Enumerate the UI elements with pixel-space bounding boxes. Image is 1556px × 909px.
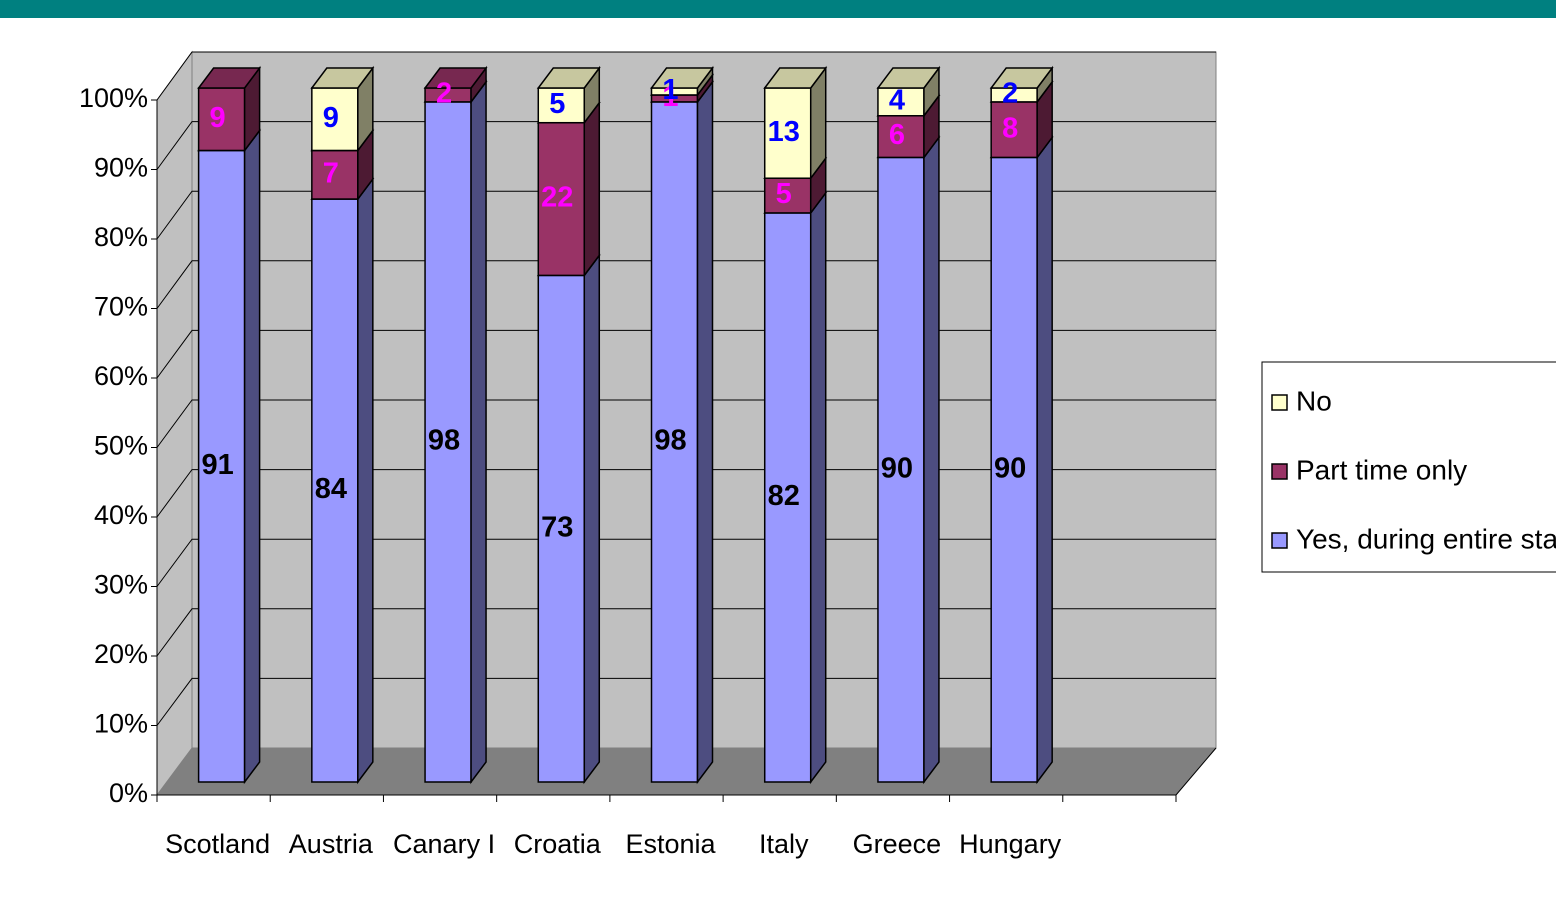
- bar-top: [310, 67, 375, 89]
- grid-line: [156, 190, 1216, 240]
- bar-segment: [537, 274, 586, 783]
- data-label: 1: [662, 81, 678, 113]
- bar-segment: [877, 87, 925, 117]
- bar-segment: [763, 177, 812, 214]
- legend-label: Yes, during entire stay: [1296, 523, 1556, 554]
- data-label: 82: [768, 480, 800, 512]
- data-label: 98: [654, 425, 686, 457]
- data-label: 6: [889, 119, 905, 151]
- legend-label: No: [1296, 385, 1332, 416]
- bar-top: [536, 67, 601, 89]
- data-label: 22: [541, 182, 573, 214]
- y-tick-label: 20%: [94, 639, 148, 669]
- data-label: 5: [549, 88, 565, 120]
- bar-side: [1036, 135, 1053, 785]
- grid-line: [156, 608, 1216, 657]
- y-tick-label: 100%: [79, 83, 148, 113]
- y-tick-label: 90%: [94, 153, 148, 183]
- y-tick-label: 30%: [94, 570, 148, 600]
- legend-swatch: [1271, 463, 1288, 480]
- bar-side: [357, 176, 374, 785]
- bar-top: [197, 67, 262, 89]
- bar-segment: [763, 87, 812, 179]
- x-tick-label: Estonia: [625, 829, 716, 859]
- bar-side: [809, 190, 827, 785]
- bar-segment: [877, 115, 925, 159]
- bar-segment: [537, 87, 586, 124]
- grid-line: [156, 399, 1216, 448]
- x-tick-label: Croatia: [514, 829, 602, 859]
- y-tick-label: 80%: [94, 222, 148, 252]
- bar-top: [989, 67, 1054, 89]
- x-tick-label: Italy: [759, 829, 809, 859]
- y-tick-label: 0%: [109, 778, 148, 808]
- header-bar: [0, 0, 1556, 18]
- bar-segment: [990, 101, 1038, 159]
- bar-side: [923, 135, 940, 785]
- data-label: 13: [768, 116, 800, 148]
- grid-line: [156, 51, 1216, 101]
- x-tick-label: Canary I: [393, 829, 495, 859]
- y-tick-label: 40%: [94, 500, 148, 530]
- bar-segment: [197, 149, 246, 783]
- legend-box: [1261, 361, 1556, 573]
- data-label: 84: [315, 473, 347, 505]
- data-label: 1: [662, 74, 678, 106]
- bar-side: [696, 79, 714, 785]
- bar-side: [583, 253, 601, 785]
- data-label: 9: [210, 102, 226, 134]
- legend-swatch: [1271, 394, 1288, 411]
- bar-top: [423, 67, 488, 89]
- bar-top: [650, 67, 714, 89]
- grid: [156, 51, 1216, 726]
- grid-line: [156, 121, 1216, 170]
- grid-line: [156, 677, 1216, 726]
- x-tick-label: Hungary: [959, 829, 1062, 859]
- grid-line: [156, 329, 1216, 379]
- bar-top: [876, 67, 941, 89]
- data-label: 91: [201, 449, 233, 481]
- floor-edge: [1175, 747, 1217, 796]
- y-tick-label: 10%: [94, 709, 148, 739]
- data-label: 9: [323, 102, 339, 134]
- bars: [197, 65, 1054, 785]
- data-label: 90: [881, 452, 913, 484]
- grid-line: [156, 260, 1216, 309]
- data-label: 2: [1002, 78, 1018, 110]
- legend-label: Part time only: [1296, 454, 1467, 485]
- bar-side: [583, 100, 601, 278]
- data-label: 2: [436, 78, 452, 110]
- bar-side: [470, 79, 487, 785]
- x-tick-label: Greece: [853, 829, 942, 859]
- data-label: 73: [541, 511, 573, 543]
- bar-side: [243, 128, 261, 785]
- bar-top: [763, 67, 828, 89]
- bar-segment: [877, 156, 925, 783]
- grid-line: [156, 469, 1216, 518]
- data-label: 90: [994, 452, 1026, 484]
- x-tick-label: Austria: [289, 829, 374, 859]
- legend-swatch: [1271, 532, 1288, 549]
- data-label: 98: [428, 425, 460, 457]
- data-label: 7: [323, 157, 339, 189]
- bar-segment: [990, 156, 1038, 783]
- grid-line: [156, 538, 1216, 587]
- data-label: 4: [889, 85, 905, 117]
- x-tick-label: Scotland: [165, 829, 270, 859]
- bar-segment: [424, 101, 472, 783]
- data-label: 8: [1002, 112, 1018, 144]
- data-label: 5: [776, 178, 792, 210]
- y-tick-label: 70%: [94, 292, 148, 322]
- y-tick-label: 50%: [94, 431, 148, 461]
- bar-segment: [311, 149, 359, 200]
- y-tick-label: 60%: [94, 361, 148, 391]
